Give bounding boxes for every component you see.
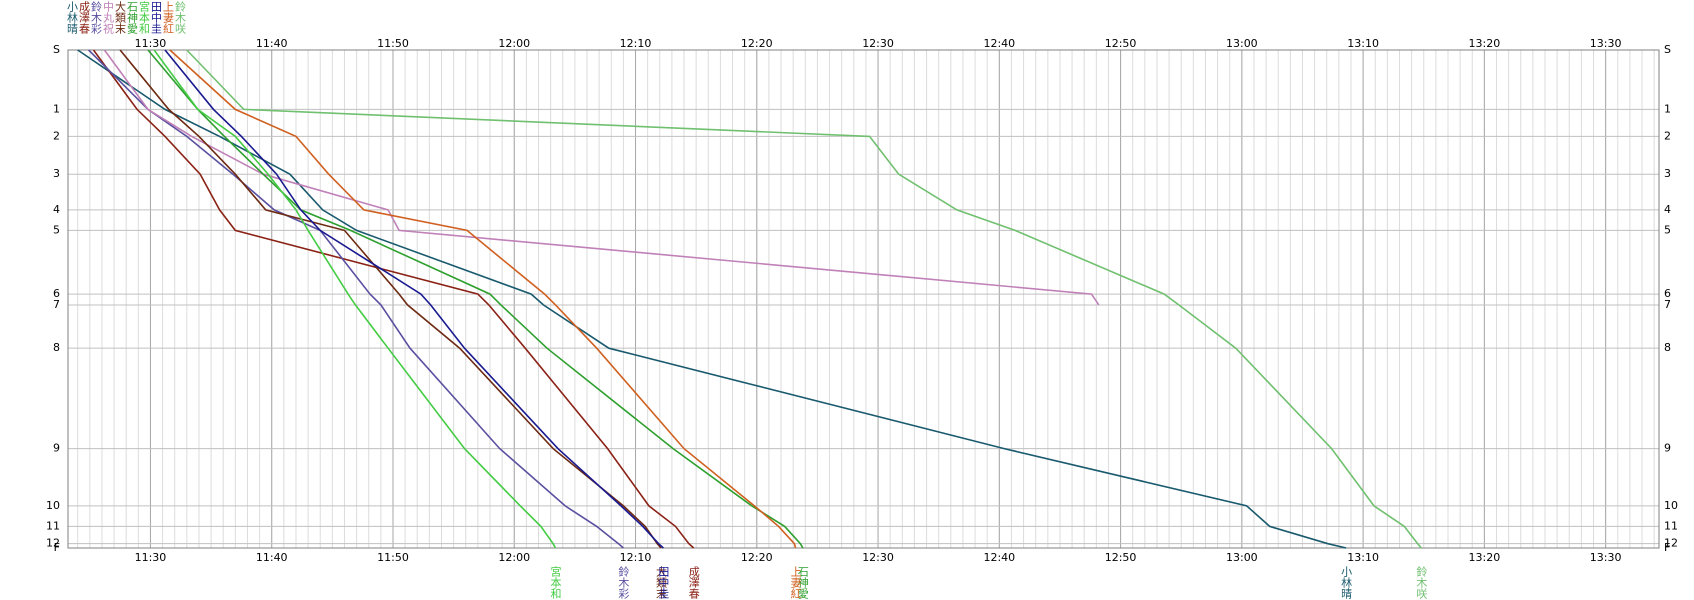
finish-label: 田中圭 <box>657 566 670 599</box>
x-tick-label: 13:20 <box>1469 551 1501 564</box>
y-tick-label: 4 <box>1664 203 1671 216</box>
x-tick-label: 13:00 <box>1226 37 1258 50</box>
y-tick-label: 8 <box>53 341 60 354</box>
runner-line <box>119 49 662 549</box>
y-tick-label: 7 <box>1664 298 1671 311</box>
y-tick-label: F <box>54 541 60 554</box>
x-tick-label: 13:10 <box>1347 551 1379 564</box>
runner-line <box>88 49 624 549</box>
legend-entry: 石神愛 <box>126 1 139 35</box>
x-tick-label: 12:00 <box>498 37 530 50</box>
x-tick-label: 12:30 <box>862 551 894 564</box>
x-tick-label: 13:20 <box>1469 37 1501 50</box>
legend-entry: 鈴木咲 <box>174 0 187 35</box>
y-tick-label: 12 <box>46 537 60 550</box>
legend-entry: 田中圭 <box>150 1 163 34</box>
x-tick-label: 11:40 <box>256 551 288 564</box>
runner-line <box>153 49 557 549</box>
y-tick-label: 10 <box>1664 499 1678 512</box>
y-tick-label: 7 <box>53 298 60 311</box>
x-tick-label: 13:30 <box>1590 551 1622 564</box>
x-tick-label: 11:30 <box>135 37 167 50</box>
y-tick-label: 11 <box>46 519 60 532</box>
x-tick-label: 12:10 <box>620 37 652 50</box>
finish-label: 上妻紅 <box>789 566 802 599</box>
x-tick-label: 13:30 <box>1590 37 1622 50</box>
x-tick-label: 12:30 <box>862 37 894 50</box>
x-tick-label: 12:50 <box>1105 551 1137 564</box>
y-tick-label: 2 <box>1664 129 1671 142</box>
runner-line <box>186 49 1422 549</box>
y-tick-label: 4 <box>53 203 60 216</box>
plot-frame <box>67 49 1660 549</box>
finish-label: 大類末 <box>654 565 667 600</box>
legend-entry: 大類末 <box>114 0 127 35</box>
y-tick-label: 9 <box>53 442 60 455</box>
x-tick-label: 13:10 <box>1347 37 1379 50</box>
y-tick-label: 8 <box>1664 341 1671 354</box>
finish-label: 石神愛 <box>796 566 809 600</box>
legend-entry: 鈴木彩 <box>90 0 103 35</box>
y-tick-label: 1 <box>1664 102 1671 115</box>
runner-line <box>169 49 797 549</box>
y-tick-label: 10 <box>46 499 60 512</box>
runner-line <box>147 49 804 549</box>
finish-label: 鈴木彩 <box>617 565 630 600</box>
finish-label: 小林晴 <box>1340 566 1353 599</box>
x-tick-label: 11:50 <box>377 551 409 564</box>
runner-line <box>164 49 664 549</box>
y-tick-label: 6 <box>53 287 60 300</box>
x-tick-label: 12:00 <box>498 551 530 564</box>
runner-line <box>92 49 695 549</box>
x-tick-label: 12:20 <box>741 551 773 564</box>
x-tick-label: 12:20 <box>741 37 773 50</box>
y-tick-label: 6 <box>1664 287 1671 300</box>
y-tick-label: 5 <box>1664 223 1671 236</box>
finish-label: 宮本和 <box>549 565 562 600</box>
legend-entry: 中丸祝 <box>102 1 115 35</box>
x-tick-label: 12:50 <box>1105 37 1137 50</box>
x-tick-label: 11:30 <box>135 551 167 564</box>
y-tick-label: 12 <box>1664 537 1678 550</box>
legend-entry: 宮本和 <box>138 0 151 35</box>
legend-entry: 上妻紅 <box>162 1 175 34</box>
finish-label: 鈴木咲 <box>1415 565 1428 600</box>
x-tick-label: 12:40 <box>983 37 1015 50</box>
x-tick-label: 12:40 <box>983 551 1015 564</box>
y-tick-label: 5 <box>53 223 60 236</box>
x-tick-label: 11:50 <box>377 37 409 50</box>
x-tick-label: 11:40 <box>256 37 288 50</box>
y-tick-label: 2 <box>53 129 60 142</box>
y-tick-label: 3 <box>53 167 60 180</box>
y-tick-label: S <box>53 43 60 56</box>
y-tick-label: 11 <box>1664 519 1678 532</box>
finish-label: 成澤春 <box>687 566 700 600</box>
y-tick-label: S <box>1664 43 1671 56</box>
legend-entry: 小林晴 <box>66 1 79 34</box>
y-tick-label: 9 <box>1664 442 1671 455</box>
y-tick-label: 1 <box>53 102 60 115</box>
x-tick-label: 13:00 <box>1226 551 1258 564</box>
legend-entry: 成澤春 <box>78 1 91 35</box>
runner-line <box>103 49 1100 306</box>
y-tick-label: 3 <box>1664 167 1671 180</box>
x-tick-label: 12:10 <box>620 551 652 564</box>
y-tick-label: F <box>1664 541 1670 554</box>
